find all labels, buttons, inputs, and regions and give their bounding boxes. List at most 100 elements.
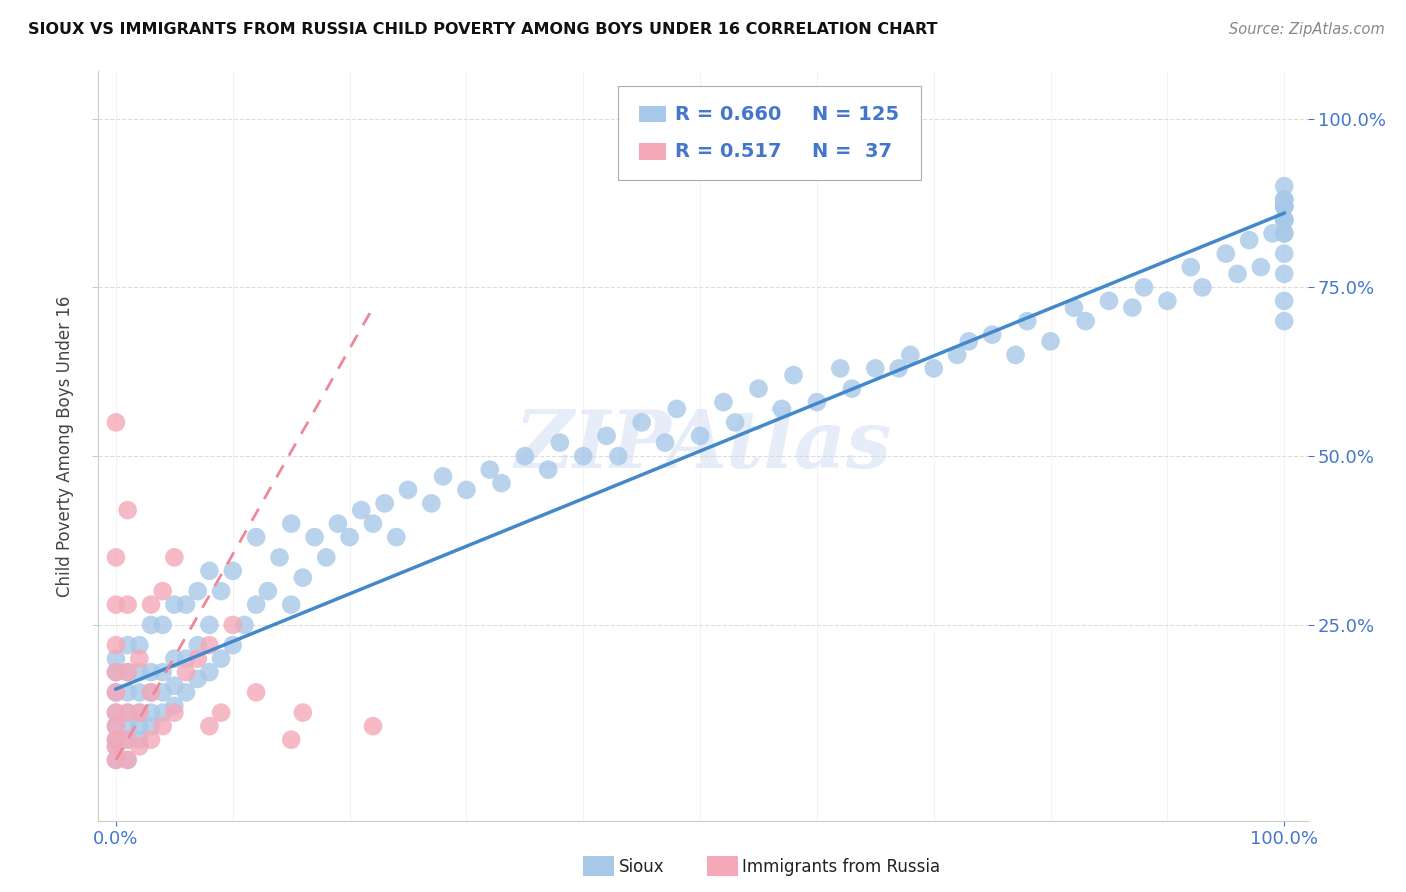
Point	[187, 672, 209, 686]
Point	[1272, 199, 1295, 213]
Point	[104, 706, 127, 720]
Point	[198, 618, 221, 632]
Text: Immigrants from Russia: Immigrants from Russia	[742, 858, 941, 876]
Point	[1237, 233, 1260, 247]
FancyBboxPatch shape	[619, 87, 921, 180]
Point	[198, 719, 221, 733]
Point	[198, 665, 221, 680]
Point	[1156, 293, 1178, 308]
Point	[117, 598, 139, 612]
Point	[339, 530, 361, 544]
Point	[1272, 212, 1295, 227]
Point	[117, 503, 139, 517]
Point	[957, 334, 980, 349]
Point	[724, 416, 747, 430]
Point	[139, 598, 162, 612]
Point	[291, 571, 314, 585]
Point	[1250, 260, 1272, 274]
Point	[806, 395, 828, 409]
Point	[139, 685, 162, 699]
Point	[315, 550, 337, 565]
Point	[152, 584, 174, 599]
Point	[117, 665, 139, 680]
Point	[456, 483, 478, 497]
Point	[396, 483, 419, 497]
Point	[713, 395, 735, 409]
Point	[1191, 280, 1213, 294]
Point	[187, 584, 209, 599]
Point	[374, 496, 396, 510]
Point	[689, 429, 711, 443]
Point	[104, 732, 127, 747]
Point	[104, 651, 127, 665]
Point	[747, 382, 769, 396]
Text: ZIPAtlas: ZIPAtlas	[515, 408, 891, 484]
Point	[163, 651, 186, 665]
Point	[117, 732, 139, 747]
Point	[887, 361, 910, 376]
Text: R = 0.517: R = 0.517	[675, 142, 782, 161]
Point	[174, 685, 197, 699]
Point	[198, 638, 221, 652]
Point	[174, 598, 197, 612]
Point	[1272, 267, 1295, 281]
Point	[152, 685, 174, 699]
Text: R = 0.660: R = 0.660	[675, 104, 782, 124]
Point	[432, 469, 454, 483]
Point	[104, 685, 127, 699]
Point	[128, 665, 150, 680]
Point	[174, 651, 197, 665]
Point	[128, 685, 150, 699]
Point	[326, 516, 349, 531]
Point	[222, 638, 245, 652]
Point	[1098, 293, 1121, 308]
Point	[139, 719, 162, 733]
Point	[1004, 348, 1026, 362]
Point	[117, 706, 139, 720]
Y-axis label: Child Poverty Among Boys Under 16: Child Poverty Among Boys Under 16	[56, 295, 75, 597]
Point	[104, 416, 127, 430]
Point	[1272, 314, 1295, 328]
Point	[537, 462, 560, 476]
Point	[630, 416, 652, 430]
Point	[163, 706, 186, 720]
Point	[152, 665, 174, 680]
Point	[139, 685, 162, 699]
Point	[830, 361, 852, 376]
Point	[245, 685, 267, 699]
Point	[1272, 227, 1295, 241]
Point	[198, 564, 221, 578]
Point	[1074, 314, 1097, 328]
Point	[117, 685, 139, 699]
Point	[782, 368, 804, 383]
Point	[548, 435, 571, 450]
Point	[1063, 301, 1085, 315]
Point	[163, 598, 186, 612]
Point	[1272, 193, 1295, 207]
Point	[152, 706, 174, 720]
Text: Source: ZipAtlas.com: Source: ZipAtlas.com	[1229, 22, 1385, 37]
Point	[233, 618, 256, 632]
Point	[1272, 179, 1295, 194]
Point	[1272, 212, 1295, 227]
Point	[152, 618, 174, 632]
Text: SIOUX VS IMMIGRANTS FROM RUSSIA CHILD POVERTY AMONG BOYS UNDER 16 CORRELATION CH: SIOUX VS IMMIGRANTS FROM RUSSIA CHILD PO…	[28, 22, 938, 37]
Point	[1272, 193, 1295, 207]
Point	[350, 503, 373, 517]
Point	[128, 719, 150, 733]
Point	[607, 449, 630, 463]
Point	[104, 719, 127, 733]
Point	[1017, 314, 1039, 328]
Point	[1272, 199, 1295, 213]
Point	[981, 327, 1004, 342]
Point	[222, 564, 245, 578]
Point	[1215, 246, 1237, 260]
Point	[104, 706, 127, 720]
Point	[104, 753, 127, 767]
Point	[572, 449, 595, 463]
Point	[513, 449, 536, 463]
Point	[245, 598, 267, 612]
Point	[1180, 260, 1202, 274]
Point	[222, 618, 245, 632]
Point	[654, 435, 676, 450]
